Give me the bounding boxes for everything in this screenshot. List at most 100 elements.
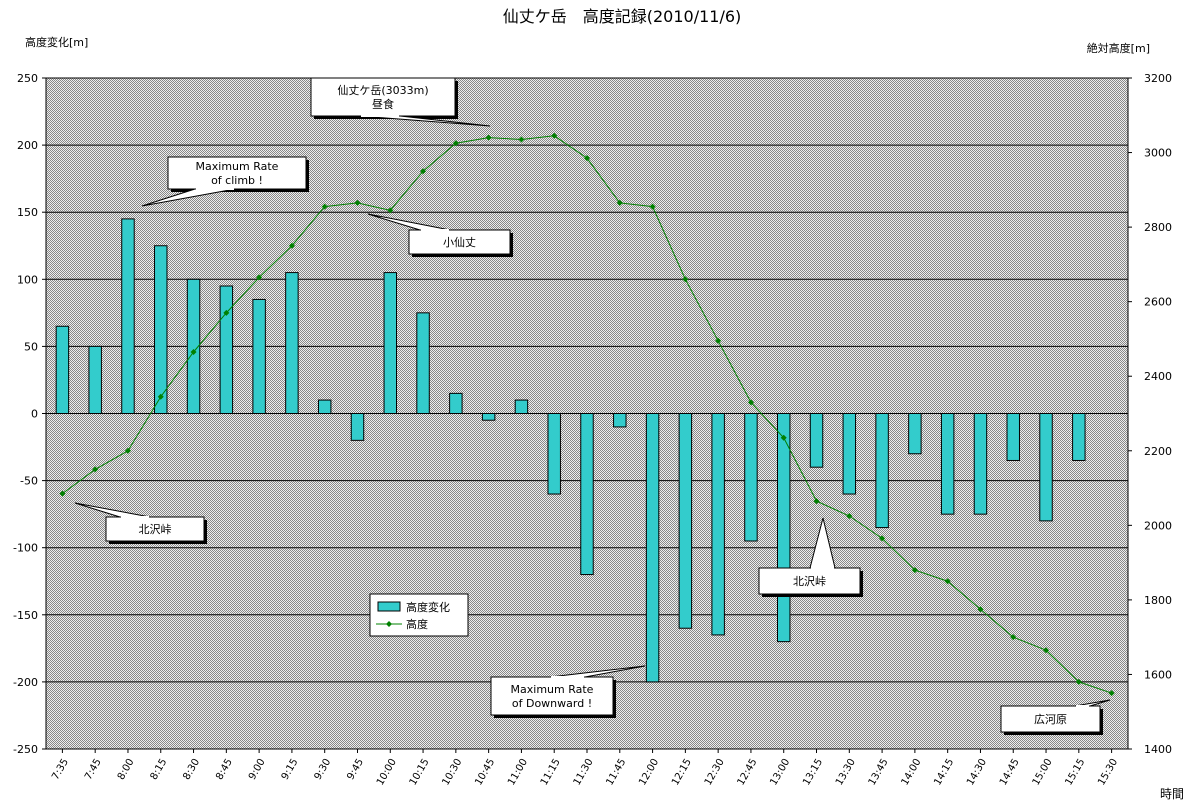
bar-12:00 xyxy=(645,413,660,683)
callout-box xyxy=(1000,705,1101,733)
x-tick-label: 13:30 xyxy=(834,757,858,787)
altitude-point-8:15 xyxy=(157,393,164,400)
bar-13:15 xyxy=(809,413,824,468)
x-tick-label: 15:15 xyxy=(1063,757,1087,787)
bar-10:45 xyxy=(481,413,496,421)
altitude-point-12:30 xyxy=(715,337,722,344)
x-axis-label: 時間 xyxy=(1160,787,1184,801)
x-tick-label: 12:30 xyxy=(703,757,727,787)
x-tick-label: 13:45 xyxy=(867,757,891,787)
bar-11:00 xyxy=(514,399,529,414)
bar-7:45 xyxy=(88,345,102,414)
altitude-point-9:45 xyxy=(354,199,361,206)
altitude-point-7:45 xyxy=(92,466,99,473)
bar-13:30 xyxy=(842,413,857,495)
callout-text: 仙丈ケ岳(3033m)昼食 xyxy=(337,84,428,111)
legend-line-label: 高度 xyxy=(406,617,428,631)
x-tick-label: 14:00 xyxy=(900,757,924,787)
x-tick-label: 10:00 xyxy=(375,757,399,787)
x-tick-label: 11:30 xyxy=(572,757,596,787)
callout-text-line: Maximum Rate xyxy=(511,683,594,696)
bar-11:30 xyxy=(580,413,594,576)
x-tick-label: 14:45 xyxy=(998,757,1022,787)
bar-14:45 xyxy=(1006,413,1020,461)
x-tick-label: 11:45 xyxy=(604,757,628,787)
right-tick-label: 1800 xyxy=(1144,594,1172,607)
x-tick-label: 10:15 xyxy=(408,757,432,787)
bar-12:15 xyxy=(678,413,693,629)
callout-text: Maximum Rate of Downward ! xyxy=(511,683,594,710)
right-tick-label: 3000 xyxy=(1144,147,1172,160)
altitude-point-12:45 xyxy=(747,399,754,406)
x-tick-label: 8:45 xyxy=(214,757,235,782)
altitude-point-10:15 xyxy=(420,168,427,175)
left-tick-label: -200 xyxy=(13,676,38,689)
bar-9:00 xyxy=(252,298,266,414)
callout-text: 北沢峠 xyxy=(139,522,172,536)
right-axis-label: 絶対高度[m] xyxy=(1087,41,1150,55)
x-tick-label: 12:15 xyxy=(670,757,694,787)
right-tick-label: 2200 xyxy=(1144,445,1172,458)
x-tick-label: 7:45 xyxy=(83,757,104,782)
altitude-point-13:00 xyxy=(780,434,787,441)
altitude-point-14:15 xyxy=(944,578,951,585)
callout-text-line: 北沢峠 xyxy=(139,522,172,536)
altitude-point-7:35 xyxy=(59,490,66,497)
bar-9:15 xyxy=(285,272,299,414)
callout-box xyxy=(167,156,307,190)
bar-12:30 xyxy=(711,413,725,636)
callout-text-line: Maximum Rate xyxy=(196,160,279,173)
bar-15:00 xyxy=(1039,413,1053,522)
right-tick-label: 2800 xyxy=(1144,221,1172,234)
callout-text-line: 北沢峠 xyxy=(793,574,826,588)
left-tick-label: -100 xyxy=(13,542,38,555)
altitude-point-14:45 xyxy=(1010,634,1017,641)
left-tick-label: -150 xyxy=(13,609,38,622)
x-tick-label: 7:35 xyxy=(50,757,71,782)
altitude-point-13:45 xyxy=(879,535,886,542)
callout-box xyxy=(105,516,205,542)
x-tick-label: 14:30 xyxy=(965,757,989,787)
callout-text-line: of climb ! xyxy=(211,174,263,187)
altitude-point-9:15 xyxy=(288,242,295,249)
callout-text: 北沢峠 xyxy=(793,574,826,588)
bar-13:45 xyxy=(875,413,889,529)
altitude-point-8:00 xyxy=(124,447,131,454)
x-tick-label: 13:00 xyxy=(768,757,792,787)
bar-8:45 xyxy=(219,285,234,415)
bar-14:30 xyxy=(973,413,988,515)
callout-text-line: 広河原 xyxy=(1034,713,1067,726)
callout-box xyxy=(408,229,511,255)
x-tick-label: 8:15 xyxy=(149,757,170,782)
right-tick-label: 2600 xyxy=(1144,296,1172,309)
chart-title: 仙丈ケ岳 高度記録(2010/11/6) xyxy=(503,7,742,26)
right-tick-label: 1600 xyxy=(1144,668,1172,681)
altitude-point-15:00 xyxy=(1043,647,1050,654)
right-tick-label: 2400 xyxy=(1144,370,1172,383)
left-tick-label: 200 xyxy=(17,139,38,152)
left-tick-label: 0 xyxy=(31,408,38,421)
bar-7:35 xyxy=(55,325,70,414)
bar-9:30 xyxy=(317,399,332,414)
x-tick-label: 12:45 xyxy=(736,757,760,787)
altitude-point-14:30 xyxy=(977,606,984,613)
x-tick-label: 9:00 xyxy=(247,757,268,782)
bar-8:30 xyxy=(186,278,201,414)
left-axis-label: 高度変化[m] xyxy=(25,35,88,49)
altitude-point-10:45 xyxy=(485,134,492,141)
altitude-point-15:15 xyxy=(1075,678,1082,685)
altitude-point-9:30 xyxy=(321,203,328,210)
right-tick-label: 1400 xyxy=(1144,743,1172,756)
x-tick-label: 14:15 xyxy=(932,757,956,787)
callout-text: 小仙丈 xyxy=(443,236,476,249)
bar-14:00 xyxy=(908,413,922,455)
left-tick-label: -50 xyxy=(20,475,38,488)
altitude-point-12:00 xyxy=(649,203,656,210)
x-tick-label: 13:15 xyxy=(801,757,825,787)
bar-12:45 xyxy=(744,413,758,542)
x-tick-label: 8:00 xyxy=(116,757,137,782)
right-tick-label: 3200 xyxy=(1144,72,1172,85)
altitude-point-12:15 xyxy=(682,276,689,283)
right-tick-label: 2000 xyxy=(1144,519,1172,532)
